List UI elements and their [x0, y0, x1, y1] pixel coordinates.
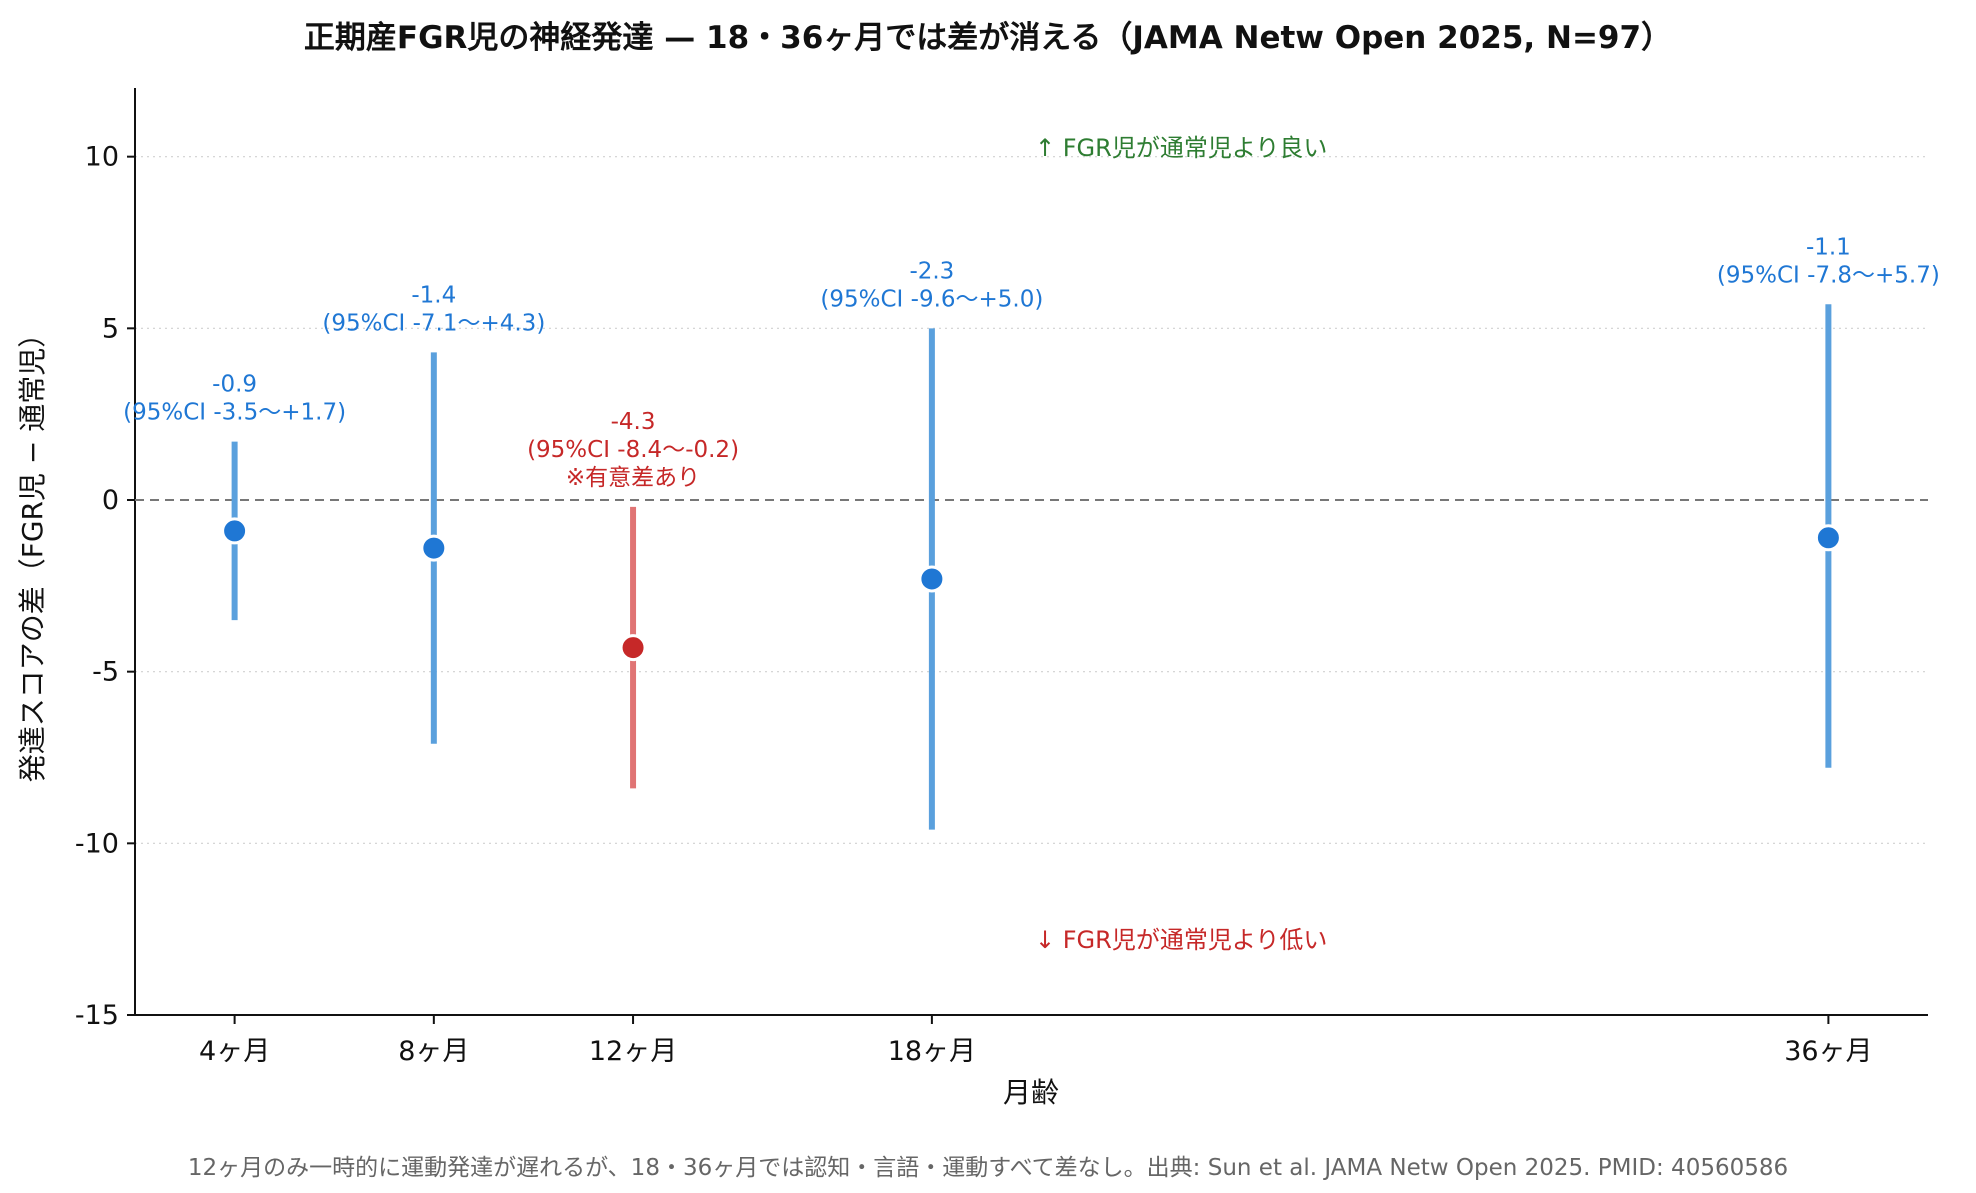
- x-tick-label: 18ヶ月: [888, 1036, 976, 1067]
- y-tick-label: 5: [102, 313, 119, 344]
- estimate-point: [619, 634, 647, 662]
- annotation-better: ↑ FGR児が通常児より良い: [1035, 134, 1327, 162]
- estimate-point: [918, 565, 946, 593]
- value-label: -1.1: [1806, 234, 1851, 260]
- ci-label: (95%CI -8.4〜-0.2): [527, 437, 739, 463]
- value-label: -1.4: [411, 282, 456, 308]
- estimate-point: [420, 534, 448, 562]
- y-axis-label: 発達スコアの差（FGR児 − 通常児）: [16, 320, 49, 783]
- significance-note: ※有意差あり: [566, 465, 700, 491]
- value-label: -4.3: [611, 409, 656, 435]
- y-tick-label: 10: [85, 142, 119, 173]
- y-tick-label: -5: [92, 657, 119, 688]
- point-labels: -0.9(95%CI -3.5〜+1.7) -1.4(95%CI -7.1〜+4.…: [123, 234, 1940, 491]
- x-tick-label: 4ヶ月: [199, 1036, 270, 1067]
- error-bars: [231, 304, 1832, 830]
- x-tick-label: 36ヶ月: [1784, 1036, 1872, 1067]
- ci-label: (95%CI -7.1〜+4.3): [322, 310, 545, 336]
- estimate-points: [221, 517, 1842, 662]
- y-tick-label: -10: [75, 828, 119, 859]
- x-tick-label: 8ヶ月: [398, 1036, 469, 1067]
- value-label: -0.9: [212, 372, 257, 398]
- x-axis-ticks: 4ヶ月 8ヶ月 12ヶ月 18ヶ月 36ヶ月: [199, 1015, 1873, 1067]
- chart-title: 正期産FGR児の神経発達 — 18・36ヶ月では差が消える（JAMA Netw …: [304, 20, 1672, 56]
- x-tick-label: 12ヶ月: [589, 1036, 677, 1067]
- value-label: -2.3: [909, 258, 954, 284]
- ci-label: (95%CI -3.5〜+1.7): [123, 400, 346, 426]
- x-axis-label: 月齢: [1003, 1076, 1059, 1109]
- annotation-worse: ↓ FGR児が通常児より低い: [1035, 926, 1327, 954]
- ci-label: (95%CI -9.6〜+5.0): [820, 286, 1043, 312]
- source-caption: 12ヶ月のみ一時的に運動発達が遅れるが、18・36ヶ月では認知・言語・運動すべて…: [188, 1155, 1788, 1181]
- y-axis-ticks: 10 5 0 -5 -10 -15: [75, 142, 135, 1031]
- y-tick-label: 0: [102, 485, 119, 516]
- y-tick-label: -15: [75, 1000, 119, 1031]
- estimate-point: [221, 517, 249, 545]
- grid-lines: [135, 156, 1928, 844]
- ci-label: (95%CI -7.8〜+5.7): [1717, 262, 1940, 288]
- estimate-point: [1814, 524, 1842, 552]
